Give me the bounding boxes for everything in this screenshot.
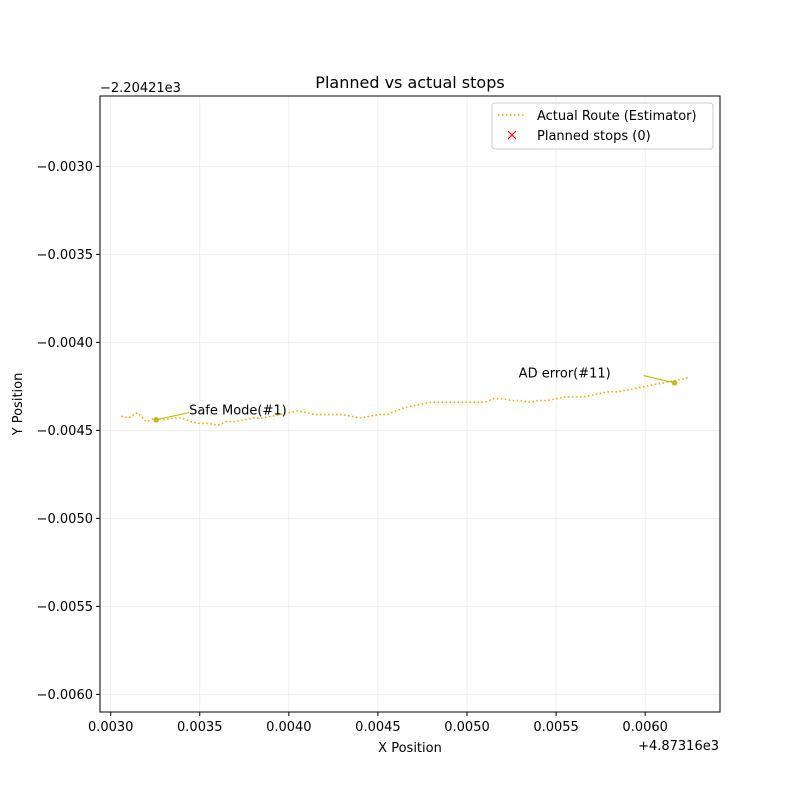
legend-label-planned-stops: Planned stops (0) — [537, 129, 651, 144]
annotation-point — [153, 417, 159, 423]
legend-swatch-planned-stops — [507, 130, 517, 140]
x-tick-label: 0.0060 — [622, 720, 668, 735]
chart-title: Planned vs actual stops — [315, 73, 504, 92]
y-tick-label: −0.0050 — [37, 512, 93, 527]
y-tick-label: −0.0045 — [37, 424, 93, 439]
x-axis-label: X Position — [378, 741, 442, 756]
x-tick-label: 0.0045 — [355, 720, 401, 735]
y-offset-label: −2.20421e3 — [100, 81, 181, 96]
grid — [100, 96, 720, 712]
annotation-arrow — [643, 375, 675, 384]
y-tick-label: −0.0060 — [37, 688, 93, 703]
x-tick-label: 0.0030 — [88, 720, 134, 735]
legend-label-actual-route: Actual Route (Estimator) — [537, 109, 697, 124]
series-line-actual-route — [121, 376, 689, 426]
series-layer — [121, 376, 689, 426]
annotation-label: AD error(#11) — [519, 367, 611, 382]
annotation-label: Safe Mode(#1) — [189, 404, 287, 419]
x-tick-label: 0.0035 — [177, 720, 223, 735]
annotation-arrow — [155, 411, 190, 421]
y-tick-label: −0.0030 — [37, 160, 93, 175]
legend-box — [491, 102, 714, 150]
plot-frame — [99, 95, 721, 713]
x-ticks: 0.0030 0.0035 0.0040 0.0045 0.0050 0.0055 0.00… — [88, 712, 668, 735]
legend: Actual Route (Estimator) Planned stops (… — [491, 102, 714, 150]
x-offset-label: +4.87316e3 — [638, 739, 719, 754]
x-tick-label: 0.0040 — [266, 720, 312, 735]
y-tick-label: −0.0035 — [37, 248, 93, 263]
annotation-point — [671, 380, 678, 386]
y-axis-label: Y Position — [11, 373, 26, 437]
y-tick-label: −0.0040 — [37, 336, 93, 351]
annotations: Safe Mode(#1) AD error(#11) — [153, 367, 678, 423]
y-tick-label: −0.0055 — [37, 600, 93, 615]
x-tick-label: 0.0055 — [533, 720, 579, 735]
y-ticks: −0.0060 −0.0055 −0.0050 −0.0045 −0.0040 −0.00… — [37, 160, 100, 703]
x-tick-label: 0.0050 — [444, 720, 490, 735]
